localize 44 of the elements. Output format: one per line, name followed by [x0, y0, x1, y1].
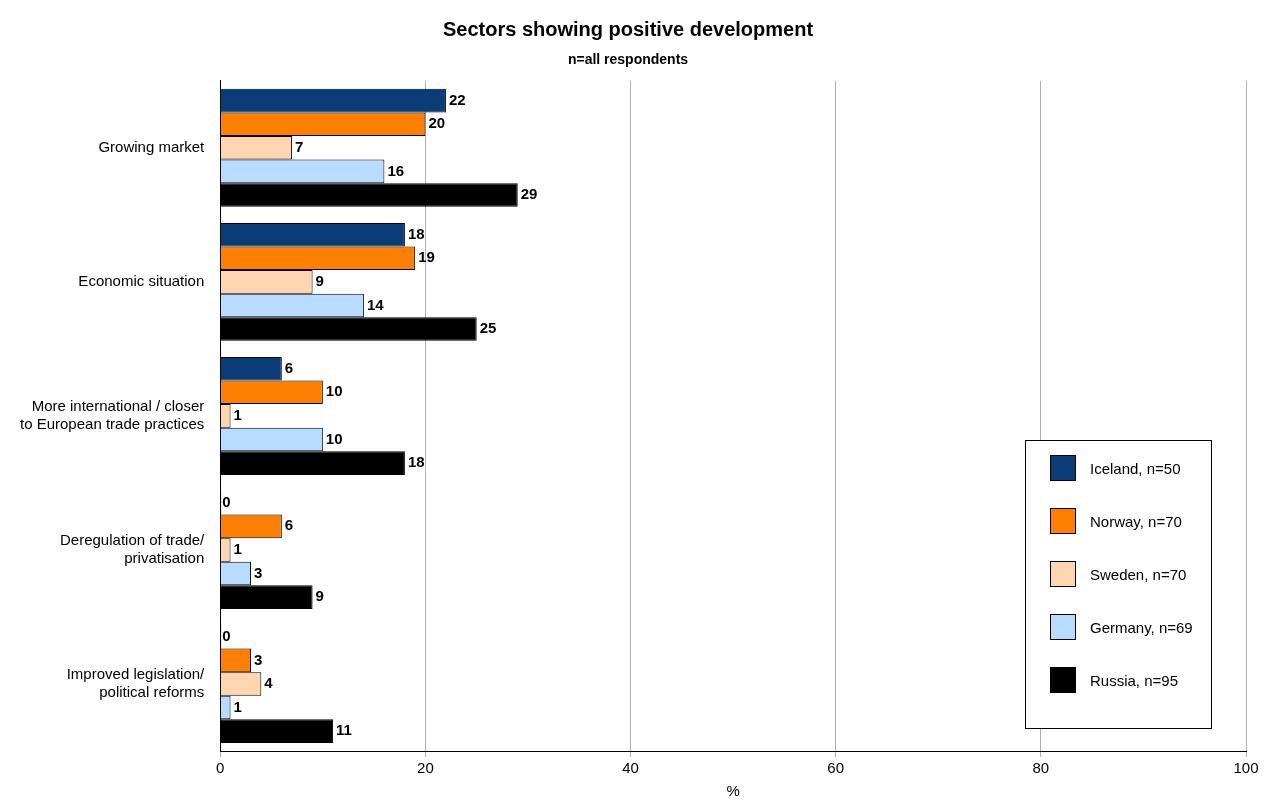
legend-label: Iceland, n=50: [1090, 459, 1181, 477]
y-tick-label: Improved legislation/ political reforms: [66, 665, 206, 701]
data-label: 0: [222, 492, 231, 510]
x-tick-label: 80: [1032, 759, 1050, 777]
data-label: 9: [315, 587, 324, 605]
x-tick-label: 60: [827, 759, 845, 777]
y-tick-label: Deregulation of trade/ privatisation: [60, 531, 206, 567]
legend-label: Russia, n=95: [1090, 671, 1178, 689]
legend-label: Norway, n=70: [1090, 512, 1182, 530]
data-label: 29: [520, 185, 538, 203]
data-label: 14: [366, 295, 385, 313]
data-label: 11: [336, 721, 352, 739]
data-label: 3: [254, 563, 263, 581]
x-tick-label: 0: [216, 759, 225, 777]
chart-subtitle: n=all respondents: [567, 51, 689, 68]
data-label: 16: [387, 161, 405, 179]
data-label: 22: [448, 90, 466, 108]
y-tick-label: More international / closer to European trade practices: [20, 397, 205, 433]
y-tick-label: Growing market: [98, 137, 206, 155]
data-label: 7: [295, 137, 304, 155]
data-label: 1: [233, 697, 242, 715]
data-label: 0: [222, 626, 231, 644]
data-label: 10: [325, 429, 343, 447]
legend-label: Sweden, n=70: [1090, 565, 1187, 583]
legend-label: Germany, n=69: [1090, 618, 1193, 636]
data-label: 3: [254, 650, 263, 668]
data-label: 10: [325, 382, 343, 400]
data-label: 1: [233, 540, 242, 558]
data-label: 6: [284, 516, 294, 534]
chart-title: Sectors showing positive development: [442, 17, 814, 40]
data-label: 19: [418, 248, 435, 266]
data-label: 25: [479, 319, 497, 337]
data-label: 4: [264, 674, 274, 692]
x-tick-label: 40: [622, 759, 639, 777]
data-label: 6: [284, 358, 294, 376]
y-tick-label: Economic situation: [78, 272, 205, 289]
data-label: 18: [407, 224, 425, 242]
data-label: 18: [407, 453, 425, 471]
data-label: 20: [428, 114, 446, 132]
x-axis-title: %: [726, 782, 740, 800]
x-tick-label: 20: [417, 759, 434, 777]
data-label: 1: [233, 406, 242, 424]
data-label: 9: [315, 272, 324, 289]
x-tick-label: 100: [1233, 759, 1259, 777]
